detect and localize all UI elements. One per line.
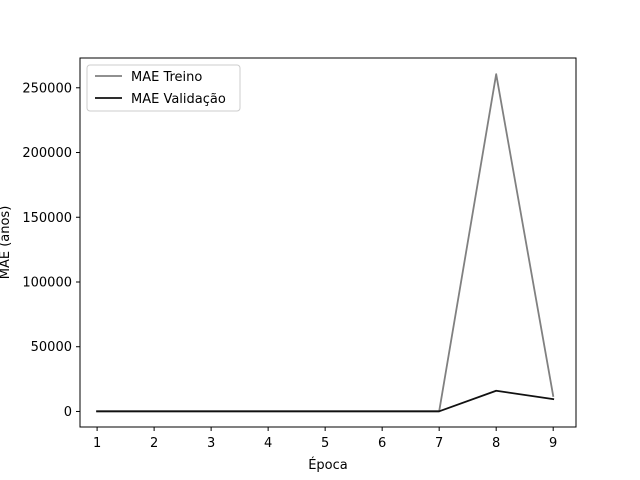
x-tick-label: 1 [93,436,101,451]
y-tick-label: 250000 [22,81,72,96]
legend-box [86,64,241,112]
x-tick-label: 4 [264,436,272,451]
series-layer [96,73,555,413]
x-tick-label: 5 [321,436,329,451]
x-tick-label: 3 [207,436,215,451]
x-tick-label: 8 [492,436,500,451]
y-tick-label: 150000 [22,211,72,226]
x-tick-label: 7 [435,436,443,451]
y-axis-label: MAE (anos) [0,206,13,280]
legend-label: MAE Treino [131,70,202,85]
series-line-mae-validacao [96,389,555,413]
x-axis-label: Época [308,457,348,473]
x-tick-label: 9 [549,436,557,451]
y-tick-label: 50000 [31,340,72,355]
x-tick-label: 2 [150,436,158,451]
x-tick-label: 6 [378,436,386,451]
y-tick-label: 100000 [22,275,72,290]
legend-label: MAE Validação [131,92,226,107]
ticks-layer: 1 2 3 4 5 6 7 8 9 0 50000 100000 150000 200000 250000 [22,81,557,451]
plot-frame [79,57,577,428]
y-tick-label: 200000 [22,146,72,161]
y-tick-label: 0 [64,405,72,420]
legend: MAE Treino MAE Validação [86,64,241,112]
